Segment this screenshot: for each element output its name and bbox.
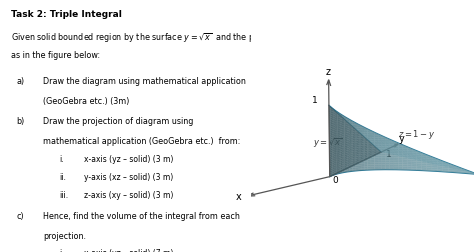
Text: x-axis (yz – solid) (7 m): x-axis (yz – solid) (7 m) xyxy=(84,249,173,252)
Text: Draw the projection of diagram using: Draw the projection of diagram using xyxy=(43,117,193,126)
Text: a): a) xyxy=(16,77,24,86)
Text: iii.: iii. xyxy=(59,191,69,200)
Text: x-axis (yz – solid) (3 m): x-axis (yz – solid) (3 m) xyxy=(84,154,173,164)
Text: Given solid bounded region by the surface $y = \sqrt{x}$  and the planes  $x = 0: Given solid bounded region by the surfac… xyxy=(11,32,388,45)
Text: Hence, find the volume of the integral from each: Hence, find the volume of the integral f… xyxy=(43,212,240,221)
Text: as in the figure below:: as in the figure below: xyxy=(11,51,100,60)
Text: mathematical application (GeoGebra etc.)  from:: mathematical application (GeoGebra etc.)… xyxy=(43,137,241,146)
Text: b): b) xyxy=(16,117,25,126)
Text: z-axis (xy – solid) (3 m): z-axis (xy – solid) (3 m) xyxy=(84,191,173,200)
Text: Task 2: Triple Integral: Task 2: Triple Integral xyxy=(11,10,122,19)
Text: i.: i. xyxy=(59,154,64,164)
Text: i.: i. xyxy=(59,249,64,252)
Text: projection.: projection. xyxy=(43,232,86,241)
Text: Draw the diagram using mathematical application: Draw the diagram using mathematical appl… xyxy=(43,77,246,86)
Text: ii.: ii. xyxy=(59,173,66,182)
Text: (GeoGebra etc.) (3m): (GeoGebra etc.) (3m) xyxy=(43,97,129,106)
Text: y-axis (xz – solid) (3 m): y-axis (xz – solid) (3 m) xyxy=(84,173,173,182)
Text: c): c) xyxy=(16,212,24,221)
